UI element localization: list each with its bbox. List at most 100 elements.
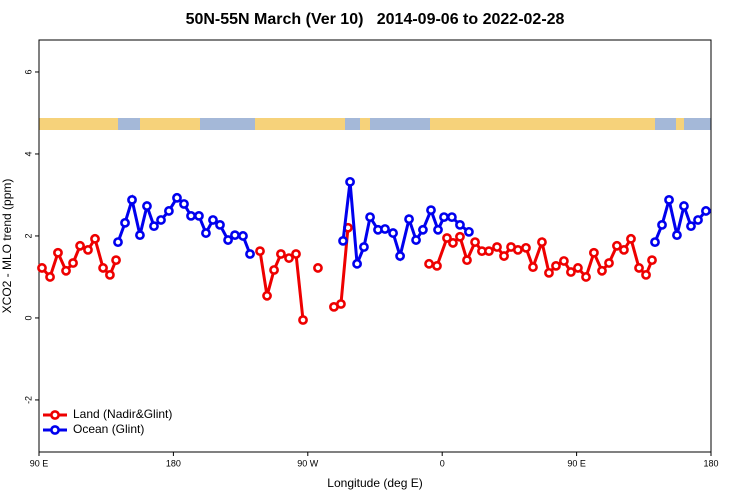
data-point <box>345 176 355 187</box>
data-point <box>559 256 569 266</box>
data-point <box>156 215 166 225</box>
data-point <box>255 246 265 257</box>
data-point <box>291 249 301 259</box>
x-axis-label: Longitude (deg E) <box>327 476 422 490</box>
data-point <box>61 265 71 276</box>
data-point <box>424 258 434 269</box>
legend-marker <box>50 425 60 435</box>
data-point <box>186 210 196 221</box>
data-point <box>90 233 100 244</box>
data-point <box>388 228 398 238</box>
series-line <box>258 250 305 321</box>
y-axis-label: XCO2 - MLO trend (ppm) <box>0 179 14 314</box>
land-ocean-strip <box>39 118 711 130</box>
data-point <box>172 192 182 203</box>
data-point <box>664 194 674 205</box>
data-point <box>426 205 436 216</box>
data-point <box>641 270 651 280</box>
data-point <box>75 240 85 251</box>
data-point <box>395 251 405 261</box>
chart-title: 50N-55N March (Ver 10) 2014-09-06 to 202… <box>186 11 565 28</box>
data-point <box>142 201 152 211</box>
data-point <box>448 238 458 248</box>
data-point <box>223 235 233 245</box>
data-point <box>544 267 554 278</box>
data-point <box>135 230 145 241</box>
data-point <box>701 206 711 216</box>
legend-marker <box>50 410 60 420</box>
data-point <box>245 249 255 259</box>
data-point <box>551 260 561 271</box>
data-point <box>619 244 629 255</box>
data-point <box>597 265 607 276</box>
data-point <box>484 246 494 257</box>
data-point <box>127 194 137 205</box>
data-point <box>418 224 428 235</box>
data-point <box>455 231 465 242</box>
y-tick-label: -2 <box>23 396 33 404</box>
data-point <box>612 240 622 251</box>
data-point <box>604 258 614 268</box>
data-point <box>442 233 452 243</box>
data-point <box>672 230 682 241</box>
data-point <box>433 224 443 235</box>
data-point <box>269 265 279 275</box>
data-point <box>447 212 457 222</box>
data-point <box>492 242 502 252</box>
data-point <box>313 263 323 273</box>
data-point <box>105 270 115 280</box>
data-point <box>53 247 63 258</box>
data-point <box>230 230 240 241</box>
data-point <box>626 233 636 244</box>
y-tick-label: 2 <box>23 233 33 238</box>
data-point <box>380 224 390 234</box>
data-point <box>411 235 421 245</box>
data-point <box>521 242 531 253</box>
data-point <box>404 214 414 225</box>
data-point <box>499 251 509 261</box>
data-point <box>528 262 538 273</box>
data-point <box>359 242 369 252</box>
y-tick-label: 4 <box>23 151 33 156</box>
data-point <box>338 235 348 246</box>
plot-frame <box>38 39 712 453</box>
data-point <box>352 258 362 269</box>
y-tick-label: 0 <box>23 315 33 320</box>
data-point <box>634 263 644 273</box>
data-point <box>462 255 472 266</box>
data-point <box>98 263 108 273</box>
data-point <box>365 212 375 222</box>
data-point <box>201 228 211 238</box>
x-tick-label: 90 E <box>567 458 586 468</box>
data-point <box>111 255 121 266</box>
data-point <box>573 263 583 273</box>
data-point <box>179 199 189 209</box>
data-point <box>432 260 442 271</box>
data-point <box>164 206 174 216</box>
data-point <box>113 237 123 248</box>
data-point <box>83 244 93 255</box>
data-point <box>581 272 591 282</box>
data-point <box>238 231 248 241</box>
data-point <box>455 219 465 230</box>
data-point <box>464 226 474 237</box>
data-point <box>679 201 689 211</box>
data-point <box>262 290 272 301</box>
data-point <box>37 263 47 273</box>
y-tick-label: 6 <box>23 69 33 74</box>
data-point <box>647 255 657 266</box>
data-point <box>686 221 696 232</box>
x-tick-label: 180 <box>703 458 718 468</box>
x-tick-label: 0 <box>440 458 445 468</box>
legend-label: Ocean (Glint) <box>73 422 144 436</box>
data-point <box>298 315 308 325</box>
data-point <box>215 219 225 230</box>
data-point <box>657 219 667 230</box>
data-point <box>194 210 204 221</box>
data-point <box>537 237 547 248</box>
data-point <box>589 247 599 258</box>
data-point <box>45 272 55 282</box>
data-point <box>149 221 159 232</box>
data-point <box>68 258 78 268</box>
